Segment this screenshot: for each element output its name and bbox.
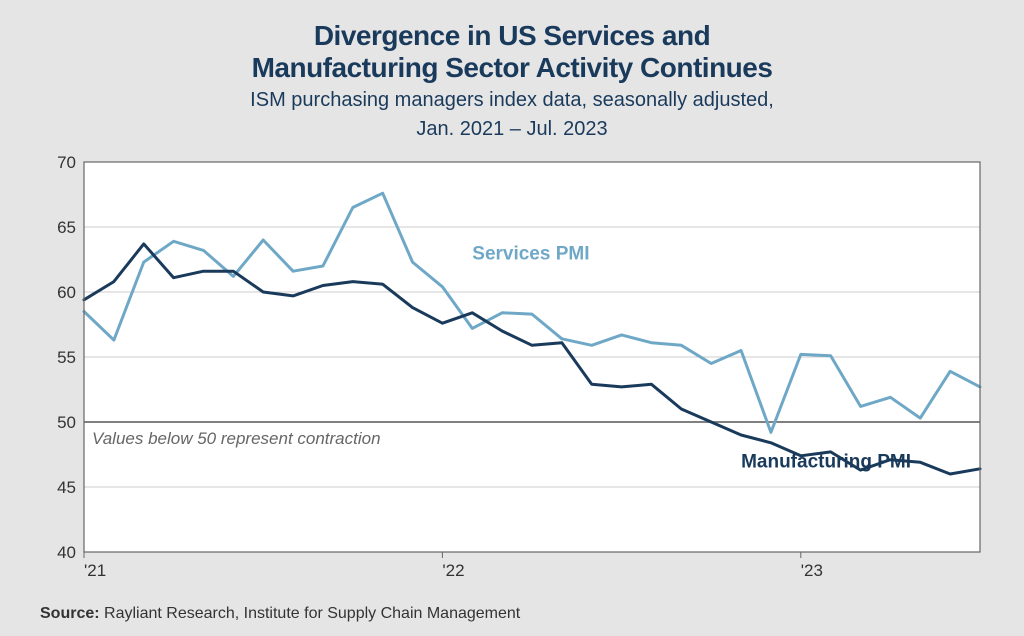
svg-text:'21: '21	[84, 561, 106, 580]
svg-text:40: 40	[57, 543, 76, 562]
subtitle-line-1: ISM purchasing managers index data, seas…	[40, 88, 984, 113]
svg-text:50: 50	[57, 413, 76, 432]
subtitle-line-2: Jan. 2021 – Jul. 2023	[40, 117, 984, 142]
source-line: Source: Rayliant Research, Institute for…	[40, 605, 984, 623]
svg-text:Manufacturing PMI: Manufacturing PMI	[741, 452, 911, 473]
svg-text:'22: '22	[442, 561, 464, 580]
title-block: Divergence in US Services and Manufactur…	[40, 20, 984, 142]
source-label: Source:	[40, 605, 100, 622]
svg-text:60: 60	[57, 283, 76, 302]
svg-text:55: 55	[57, 348, 76, 367]
chart-area: Values below 50 represent contraction Ser…	[40, 152, 984, 597]
title-line-1: Divergence in US Services and	[40, 20, 984, 52]
source-text: Rayliant Research, Institute for Supply …	[100, 605, 521, 622]
svg-text:65: 65	[57, 218, 76, 237]
svg-text:Services PMI: Services PMI	[472, 244, 589, 265]
line-chart-svg: Values below 50 represent contraction Ser…	[40, 152, 1000, 592]
svg-text:70: 70	[57, 153, 76, 172]
svg-text:'23: '23	[801, 561, 823, 580]
title-line-2: Manufacturing Sector Activity Continues	[40, 52, 984, 84]
svg-text:45: 45	[57, 478, 76, 497]
chart-container: Divergence in US Services and Manufactur…	[0, 0, 1024, 636]
svg-text:Values below 50 represent cont: Values below 50 represent contraction	[92, 429, 381, 448]
